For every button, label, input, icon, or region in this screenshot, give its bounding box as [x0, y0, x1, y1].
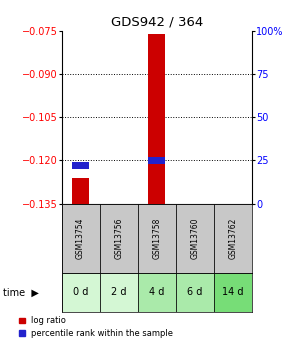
- Text: GSM13760: GSM13760: [190, 217, 199, 259]
- Bar: [100, 204, 138, 273]
- Bar: [176, 204, 214, 273]
- Text: 14 d: 14 d: [222, 287, 244, 297]
- Bar: [138, 273, 176, 312]
- Title: GDS942 / 364: GDS942 / 364: [111, 16, 203, 29]
- Text: GSM13754: GSM13754: [76, 217, 85, 259]
- Bar: [176, 273, 214, 312]
- Bar: [138, 204, 176, 273]
- Legend: log ratio, percentile rank within the sample: log ratio, percentile rank within the sa…: [19, 316, 173, 338]
- Text: 0 d: 0 d: [73, 287, 88, 297]
- Text: GSM13756: GSM13756: [114, 217, 123, 259]
- Bar: [72, 162, 89, 169]
- Bar: [148, 34, 165, 204]
- Text: 2 d: 2 d: [111, 287, 126, 297]
- Bar: [72, 178, 89, 204]
- Text: time  ▶: time ▶: [3, 287, 39, 297]
- Bar: [214, 204, 252, 273]
- Text: GSM13758: GSM13758: [152, 217, 161, 259]
- Bar: [148, 157, 165, 164]
- Bar: [62, 273, 100, 312]
- Text: 6 d: 6 d: [187, 287, 202, 297]
- Text: 4 d: 4 d: [149, 287, 164, 297]
- Text: GSM13762: GSM13762: [229, 217, 237, 259]
- Bar: [100, 273, 138, 312]
- Bar: [62, 204, 100, 273]
- Bar: [214, 273, 252, 312]
